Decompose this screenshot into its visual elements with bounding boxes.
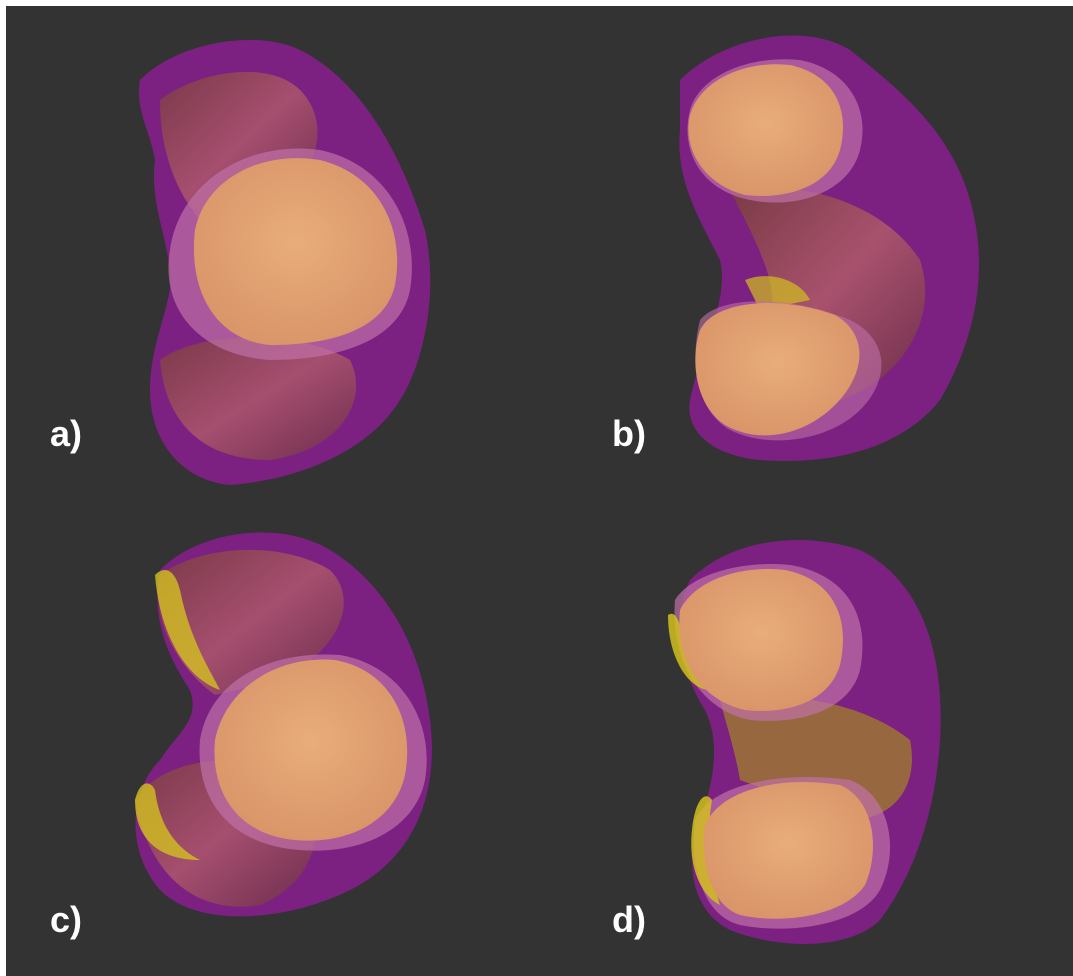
figure: a) b) c) d) xyxy=(0,0,1073,976)
panel-label: c) xyxy=(50,899,82,940)
panel-label: d) xyxy=(612,899,646,940)
panel-label: a) xyxy=(50,413,82,454)
page: a) b) c) d) (() => { const data = JSON.p… xyxy=(0,0,1073,976)
panel-label: b) xyxy=(612,413,646,454)
